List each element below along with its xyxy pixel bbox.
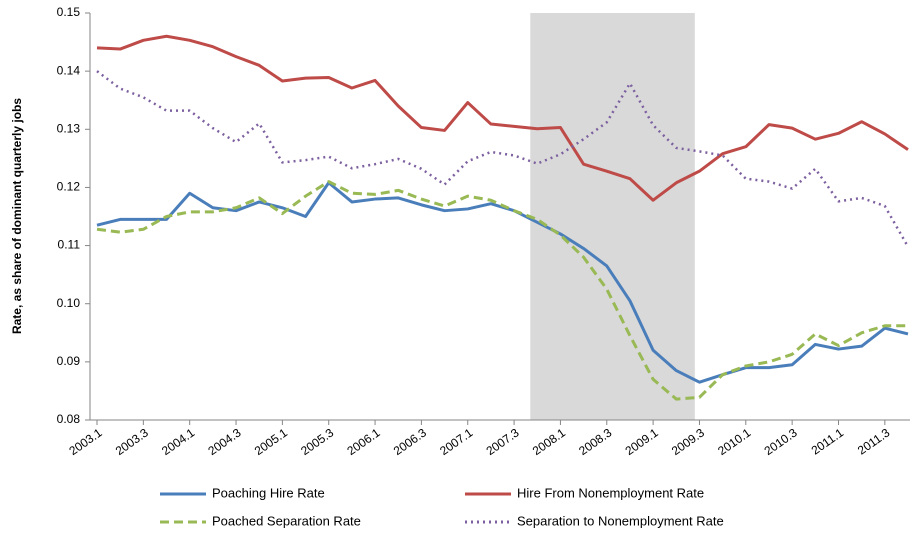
y-tick-label: 0.09 xyxy=(57,354,81,368)
series-line xyxy=(96,34,909,202)
legend-label: Poaching Hire Rate xyxy=(212,485,325,500)
y-axis-label: Rate, as share of dominant quarterly job… xyxy=(10,98,24,334)
x-tick-label: 2007.3 xyxy=(484,425,522,458)
legend-label: Hire From Nonemployment Rate xyxy=(517,485,704,500)
x-tick-label: 2007.1 xyxy=(437,425,475,458)
x-tick-label: 2008.1 xyxy=(530,425,568,458)
y-tick-label: 0.13 xyxy=(57,121,81,135)
x-tick-label: 2003.3 xyxy=(113,425,151,458)
x-tick-label: 2004.1 xyxy=(159,425,197,458)
y-tick-label: 0.11 xyxy=(58,238,81,252)
x-tick-label: 2006.1 xyxy=(345,425,383,458)
series-line xyxy=(96,180,908,401)
x-tick-label: 2010.1 xyxy=(715,425,753,458)
series-line xyxy=(96,181,909,384)
y-tick-label: 0.15 xyxy=(57,5,81,19)
x-tick-label: 2004.3 xyxy=(205,425,243,458)
x-tick-label: 2005.3 xyxy=(298,425,336,458)
y-tick-label: 0.12 xyxy=(57,180,81,194)
series-line xyxy=(96,70,910,248)
x-tick-label: 2003.1 xyxy=(66,425,104,458)
x-tick-label: 2009.1 xyxy=(623,425,661,458)
x-tick-label: 2006.3 xyxy=(391,425,429,458)
y-tick-label: 0.14 xyxy=(57,63,81,77)
x-tick-label: 2008.3 xyxy=(576,425,614,458)
y-tick-label: 0.10 xyxy=(57,296,81,310)
x-tick-label: 2009.3 xyxy=(669,425,707,458)
x-tick-label: 2010.3 xyxy=(762,425,800,458)
shaded-period xyxy=(530,13,695,420)
x-tick-label: 2005.1 xyxy=(252,425,290,458)
y-tick-label: 0.08 xyxy=(57,412,81,426)
legend-label: Separation to Nonemployment Rate xyxy=(517,513,724,528)
x-tick-label: 2011.3 xyxy=(855,425,893,457)
x-tick-label: 2011.1 xyxy=(809,425,847,457)
legend-label: Poached Separation Rate xyxy=(212,513,361,528)
